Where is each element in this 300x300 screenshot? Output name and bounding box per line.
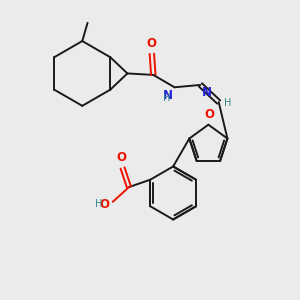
Text: N: N (202, 86, 212, 99)
Text: H: H (224, 98, 231, 109)
Text: N: N (163, 89, 173, 102)
Text: H: H (163, 93, 170, 103)
Text: O: O (204, 108, 214, 121)
Text: O: O (147, 37, 157, 50)
Text: O: O (116, 151, 126, 164)
Text: O: O (99, 198, 109, 211)
Text: H: H (95, 199, 103, 209)
